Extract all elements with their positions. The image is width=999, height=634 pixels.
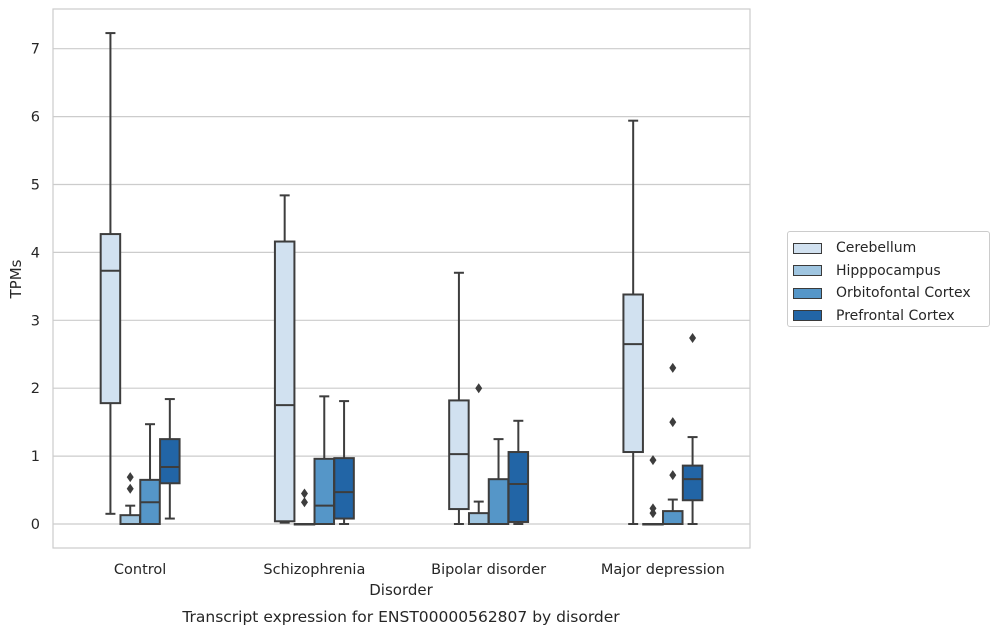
- y-tick-label: 4: [31, 245, 40, 261]
- box-plot-series: [99, 32, 704, 526]
- box-hipppocampus-bipolar-disorder: [467, 383, 490, 525]
- legend-label-prefrontal-cortex: Prefrontal Cortex: [836, 307, 955, 324]
- grid-lines: [53, 48, 750, 525]
- y-tick-label: 5: [31, 178, 40, 194]
- box-prefrontal-cortex-bipolar-disorder: [507, 419, 530, 525]
- outlier-point: [126, 483, 134, 494]
- outlier-point: [649, 455, 657, 466]
- box-body: [507, 451, 530, 523]
- box-orbitofontal-cortex-control: [139, 423, 161, 525]
- plot-area-frame: [52, 8, 751, 549]
- y-tick-label: 0: [31, 517, 40, 533]
- box-prefrontal-cortex-schizophrenia: [333, 400, 355, 525]
- x-tick-label-schizophrenia: Schizophrenia: [263, 562, 365, 578]
- outlier-point: [689, 332, 697, 343]
- box-prefrontal-cortex-control: [159, 398, 181, 520]
- y-tick-label: 3: [31, 313, 40, 329]
- x-tick-label-bipolar-disorder: Bipolar disorder: [431, 562, 546, 578]
- chart-title: Transcript expression for ENST0000056280…: [181, 608, 620, 626]
- outlier-point: [126, 472, 134, 483]
- legend-item-hippocampus: Hipppocampus: [793, 260, 989, 283]
- box-body: [159, 438, 181, 485]
- y-tick-label: 7: [31, 42, 40, 58]
- legend-swatch-prefrontal-cortex: [793, 310, 822, 322]
- y-axis-ticks: 0 1 2 3 4 5 6 7: [31, 42, 40, 533]
- legend-label-orbitofrontal-cortex: Orbitofontal Cortex: [836, 285, 971, 302]
- legend-swatch-cerebellum: [793, 242, 822, 254]
- box-body: [119, 514, 141, 525]
- box-body: [273, 240, 296, 523]
- legend-item-prefrontal-cortex: Prefrontal Cortex: [793, 305, 989, 328]
- box-hipppocampus-major-depression: [642, 455, 664, 526]
- legend-swatch-hippocampus: [793, 265, 822, 277]
- chart-legend: Cerebellum Hipppocampus Orbitofontal Cor…: [787, 231, 990, 327]
- x-axis-label: Disorder: [369, 581, 433, 599]
- outlier-point: [649, 503, 657, 514]
- box-orbitofontal-cortex-major-depression: [662, 362, 684, 525]
- y-tick-label: 2: [31, 381, 40, 397]
- box-cerebellum-control: [99, 32, 122, 515]
- box-body: [467, 512, 490, 525]
- box-body: [487, 478, 510, 526]
- y-tick-label: 1: [31, 449, 40, 465]
- box-cerebellum-major-depression: [622, 119, 644, 525]
- legend-label-hippocampus: Hipppocampus: [836, 262, 941, 279]
- legend-item-cerebellum: Cerebellum: [793, 237, 989, 260]
- x-axis-ticks: Control Schizophrenia Bipolar disorder Majo…: [114, 562, 725, 578]
- box-body: [313, 457, 336, 526]
- legend-label-cerebellum: Cerebellum: [836, 240, 917, 257]
- box-orbitofontal-cortex-schizophrenia: [313, 395, 336, 526]
- legend-item-orbitofrontal-cortex: Orbitofontal Cortex: [793, 282, 989, 305]
- box-hipppocampus-control: [119, 472, 141, 525]
- box-prefrontal-cortex-major-depression: [681, 332, 704, 525]
- x-tick-label-major-depression: Major depression: [601, 562, 725, 578]
- box-hipppocampus-schizophrenia: [293, 488, 316, 526]
- outlier-point: [300, 488, 308, 499]
- legend-swatch-orbitofrontal-cortex: [793, 287, 822, 299]
- y-tick-label: 6: [31, 110, 40, 126]
- outlier-point: [669, 470, 677, 481]
- x-tick-label-control: Control: [114, 562, 166, 578]
- box-body: [333, 457, 355, 520]
- outlier-point: [475, 383, 483, 394]
- box-body: [681, 464, 704, 502]
- box-body: [622, 293, 644, 454]
- box-body: [662, 510, 684, 525]
- box-cerebellum-bipolar-disorder: [448, 271, 470, 525]
- outlier-point: [300, 497, 308, 508]
- y-axis-label: TPMs: [7, 259, 25, 299]
- box-orbitofontal-cortex-bipolar-disorder: [487, 438, 510, 526]
- outlier-point: [669, 417, 677, 428]
- outlier-point: [669, 362, 677, 373]
- box-body: [99, 233, 122, 405]
- box-cerebellum-schizophrenia: [273, 194, 296, 524]
